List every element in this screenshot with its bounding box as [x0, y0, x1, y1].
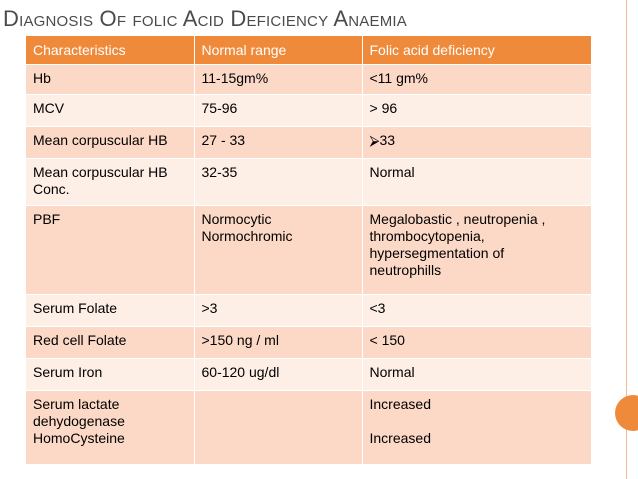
cell-characteristic: MCV — [26, 94, 195, 127]
cell-normal-range: Normocytic Normochromic — [194, 205, 363, 295]
table-row: Red cell Folate >150 ng / ml < 150 — [26, 326, 592, 359]
cell-deficiency: < 150 — [362, 326, 592, 359]
table-row: PBF Normocytic Normochromic Megalobastic… — [26, 205, 592, 295]
cell-characteristic: PBF — [26, 205, 195, 295]
header-folic-acid-deficiency: Folic acid deficiency — [362, 36, 592, 65]
cell-deficiency: Increased Increased — [362, 390, 592, 464]
slide-title: Diagnosis Of folic Acid Deficiency Anaem… — [3, 6, 407, 31]
cell-normal-range — [194, 390, 363, 464]
decorative-circle — [615, 395, 638, 431]
header-normal-range: Normal range — [194, 36, 363, 65]
cell-normal-range: 11-15gm% — [194, 64, 363, 95]
cell-characteristic: Mean corpuscular HB — [26, 126, 195, 159]
table-row: Mean corpuscular HB 27 - 33 ⮚33 — [26, 126, 592, 159]
cell-deficiency: Normal — [362, 358, 592, 391]
cell-deficiency: ⮚33 — [362, 126, 592, 159]
cell-normal-range: 27 - 33 — [194, 126, 363, 159]
cell-normal-range: 60-120 ug/dl — [194, 358, 363, 391]
cell-deficiency: Megalobastic , neutropenia , thrombocyto… — [362, 205, 592, 295]
table-row: MCV 75-96 > 96 — [26, 94, 592, 127]
cell-normal-range: 32-35 — [194, 158, 363, 206]
table-row: Serum Iron 60-120 ug/dl Normal — [26, 358, 592, 391]
cell-characteristic: Hb — [26, 64, 195, 95]
table-header-row: Characteristics Normal range Folic acid … — [26, 36, 592, 65]
diagnosis-table: Characteristics Normal range Folic acid … — [26, 36, 592, 464]
cell-normal-range: >3 — [194, 294, 363, 327]
cell-characteristic: Serum Folate — [26, 294, 195, 327]
cell-characteristic: Serum lactate dehydogenase HomoCysteine — [26, 390, 195, 464]
table-row: Serum Folate >3 <3 — [26, 294, 592, 327]
cell-deficiency: Normal — [362, 158, 592, 206]
cell-deficiency: > 96 — [362, 94, 592, 127]
slide-right-border — [626, 0, 627, 479]
cell-characteristic: Red cell Folate — [26, 326, 195, 359]
cell-deficiency: <3 — [362, 294, 592, 327]
cell-normal-range: >150 ng / ml — [194, 326, 363, 359]
table-row: Hb 11-15gm% <11 gm% — [26, 64, 592, 95]
table-row: Serum lactate dehydogenase HomoCysteine … — [26, 390, 592, 464]
header-characteristics: Characteristics — [26, 36, 195, 65]
cell-characteristic: Serum Iron — [26, 358, 195, 391]
table-row: Mean corpuscular HB Conc. 32-35 Normal — [26, 158, 592, 206]
cell-normal-range: 75-96 — [194, 94, 363, 127]
cell-characteristic: Mean corpuscular HB Conc. — [26, 158, 195, 206]
cell-deficiency: <11 gm% — [362, 64, 592, 95]
